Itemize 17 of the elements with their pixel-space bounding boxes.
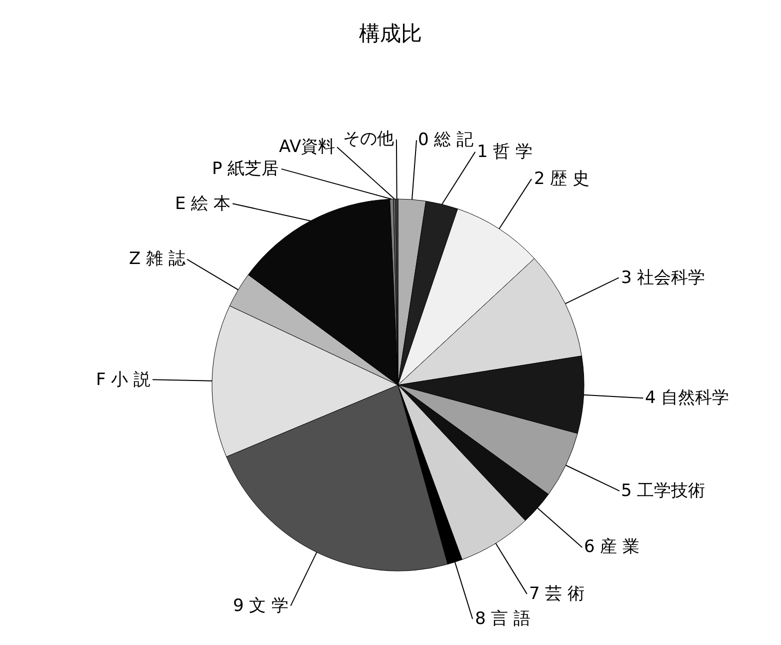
slice-label: 2 歴 史 (534, 169, 590, 189)
slice-label: 8 言 語 (475, 609, 531, 629)
slice-label: 5 工学技術 (621, 481, 706, 501)
slice-label: 9 文 学 (233, 596, 289, 616)
slice-label: AV資料 (279, 137, 336, 157)
slice-label: F 小 説 (96, 370, 151, 390)
slice-label: 3 社会科学 (621, 268, 706, 288)
slice-label: P 紙芝居 (212, 159, 279, 179)
chart-title: 構成比 (359, 22, 422, 46)
slice-label: 4 自然科学 (645, 388, 730, 408)
slice-label: 6 産 業 (584, 537, 640, 557)
slice-label: 1 哲 学 (477, 142, 533, 162)
slice-label: 7 芸 術 (529, 584, 585, 604)
slice-label: 0 総 記 (418, 130, 474, 150)
slice-label: E 絵 本 (175, 194, 231, 214)
slice-label: Z 雑 誌 (129, 249, 186, 269)
slice-label: その他 (343, 129, 394, 149)
